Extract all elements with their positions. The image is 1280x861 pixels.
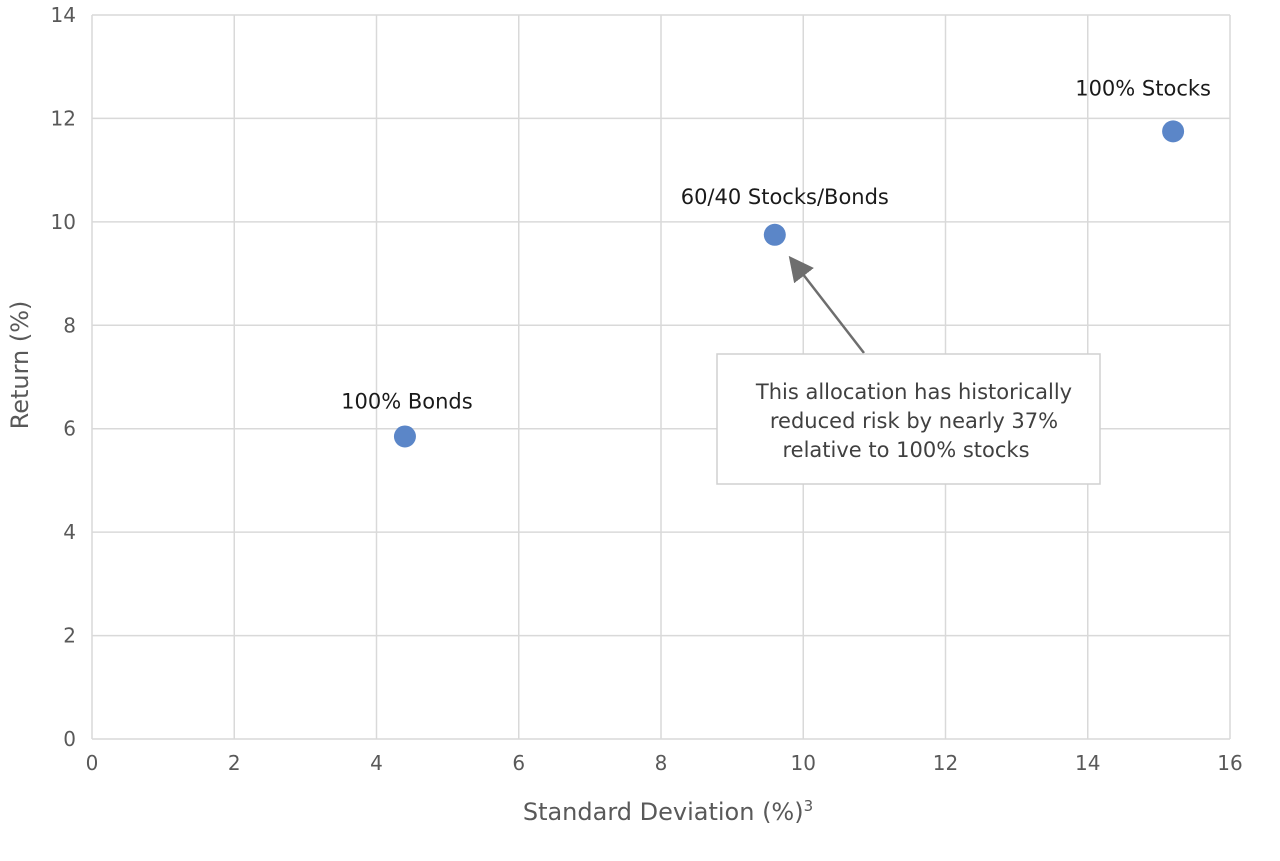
annotation-arrow-group	[788, 255, 865, 354]
x-axis-title-text: Standard Deviation (%)	[523, 798, 804, 826]
point-label: 100% Stocks	[1075, 76, 1211, 100]
scatter-point	[763, 223, 786, 246]
x-axis-footnote-marker: 3	[804, 797, 814, 815]
y-tick-label: 14	[51, 3, 76, 27]
scatter-point	[393, 425, 416, 448]
y-tick-label: 10	[51, 210, 76, 234]
callout-line-1: This allocation has historically	[755, 380, 1072, 404]
data-points: 100% Bonds 60/40 Stocks/Bonds 100% Stocks	[341, 76, 1211, 448]
scatter-point	[1162, 120, 1185, 143]
y-tick-label: 6	[63, 417, 76, 441]
y-tick-label: 8	[63, 313, 76, 337]
y-axis-title: Return (%)	[6, 301, 34, 430]
y-tick-label: 2	[63, 624, 76, 648]
point-label: 100% Bonds	[341, 389, 473, 413]
x-tick-label: 8	[655, 751, 668, 775]
x-tick-label: 12	[933, 751, 958, 775]
x-tick-label: 16	[1217, 751, 1242, 775]
tick-labels: 0 2 4 6 8 10 12 14 16 0 2 4 6 8 10 12 14	[51, 3, 1243, 775]
y-tick-label: 0	[63, 727, 76, 751]
point-label: 60/40 Stocks/Bonds	[681, 185, 889, 209]
x-axis-title: Standard Deviation (%)3	[523, 797, 813, 826]
x-tick-label: 0	[86, 751, 99, 775]
y-tick-label: 4	[63, 520, 76, 544]
callout-line-2: reduced risk by nearly 37%	[770, 409, 1058, 433]
annotation-callout: This allocation has historically reduced…	[716, 353, 1101, 485]
x-tick-label: 4	[370, 751, 383, 775]
x-tick-label: 10	[791, 751, 816, 775]
x-tick-label: 14	[1075, 751, 1100, 775]
callout-line-3: relative to 100% stocks	[782, 438, 1029, 462]
x-tick-label: 6	[512, 751, 525, 775]
x-tick-label: 2	[228, 751, 241, 775]
annotation-arrow	[788, 255, 865, 354]
y-tick-label: 12	[51, 106, 76, 130]
callout-box	[716, 353, 1101, 485]
